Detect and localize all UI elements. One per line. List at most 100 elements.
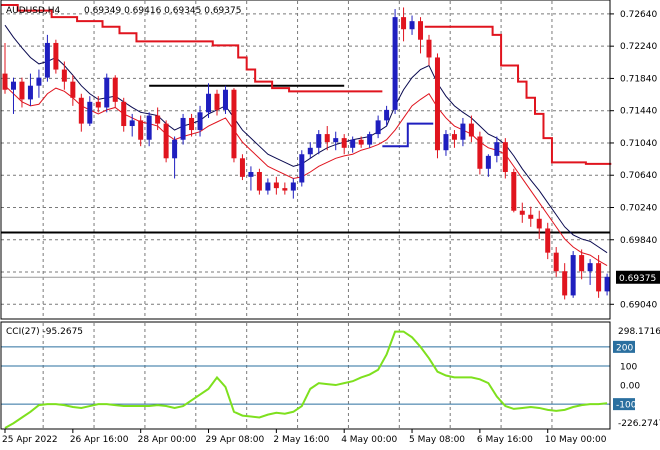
bear-candle [401, 17, 407, 30]
bull-candle [409, 21, 415, 30]
bear-candle [70, 81, 76, 98]
bull-candle [604, 276, 610, 292]
cci-tick-label: -100 [616, 401, 637, 411]
bull-candle [180, 117, 186, 140]
bull-candle [10, 81, 16, 90]
bear-candle [256, 172, 262, 191]
bear-candle [536, 218, 542, 229]
bear-candle [282, 188, 288, 191]
price-levels [1, 84, 610, 278]
bear-candle [596, 263, 602, 292]
bear-candle [434, 57, 440, 151]
time-axis: 25 Apr 2022 26 Apr 16:00 28 Apr 00:00 29 Ap… [2, 429, 607, 445]
cci-tick-label: 100 [620, 362, 637, 372]
candles[interactable] [2, 7, 610, 300]
cci-line [4, 330, 608, 429]
bull-candle [570, 255, 576, 296]
bear-candle [155, 115, 161, 124]
bear-candle [324, 134, 330, 143]
bull-candle [299, 154, 305, 183]
bear-candle [19, 81, 25, 100]
cci-tick-label: 200 [616, 343, 633, 353]
time-tick-label: 6 May 16:00 [477, 435, 533, 445]
bear-candle [341, 138, 347, 148]
bull-candle [443, 134, 449, 151]
price-pane-frame [0, 0, 611, 320]
bull-candle [104, 77, 110, 108]
bull-candle [87, 101, 93, 124]
support-stop-line [382, 122, 434, 148]
cci-pane-frame [0, 321, 611, 430]
bear-candle [562, 271, 568, 296]
time-tick-label: 28 Apr 00:00 [138, 435, 197, 445]
bear-candle [163, 123, 169, 159]
bull-candle [197, 112, 203, 131]
ohlc-readout: 0.69349 0.69416 0.69345 0.69375 [84, 6, 241, 16]
bear-candle [231, 89, 237, 159]
bear-candle [519, 210, 525, 215]
trail-stop-line [0, 4, 383, 93]
time-tick-label: 10 May 00:00 [545, 435, 607, 445]
bear-candle [477, 136, 483, 169]
bull-candle [36, 77, 42, 86]
bull-candle [384, 109, 390, 121]
cci-axis: 200 100 0.00 -100 [613, 340, 640, 411]
bear-candle [2, 73, 8, 90]
price-tick-label: 0.70240 [620, 203, 657, 213]
bull-candle [485, 155, 491, 169]
price-tick-label: 0.71440 [620, 107, 657, 117]
price-pane[interactable]: AUDUSD,H4 0.69349 0.69416 0.69345 0.6937… [0, 0, 660, 320]
bear-candle [95, 101, 101, 108]
bear-candle [426, 39, 432, 58]
bull-candle [375, 120, 381, 135]
bear-candle [502, 142, 508, 173]
price-tick-label: 0.71840 [620, 74, 657, 84]
bear-candle [358, 139, 364, 145]
cci-level-tag [613, 340, 635, 353]
cci-pane[interactable]: CCI(27) -95.2675 298.1716 -226.2747 200 1… [0, 321, 660, 430]
current-price-tag-bg [616, 270, 660, 284]
bear-candle [528, 214, 534, 219]
time-tick-label: 4 May 00:00 [341, 435, 397, 445]
bear-candle [61, 69, 67, 82]
bull-candle [367, 134, 373, 145]
cci-bottom-label: -226.2747 [618, 419, 660, 429]
bull-candle [333, 138, 339, 143]
bull-candle [350, 139, 356, 148]
bull-candle [248, 172, 254, 177]
bull-candle [27, 85, 33, 100]
bull-candle [316, 134, 322, 148]
bear-candle [451, 134, 457, 140]
bear-candle [553, 252, 559, 272]
bear-candle [214, 93, 220, 110]
symbol-info: AUDUSD,H4 [6, 6, 61, 16]
price-axis: 0.72640 0.72240 0.71840 0.71440 0.71040 0.706… [610, 10, 657, 310]
price-grid [1, 1, 610, 318]
current-price-label: 0.69375 [619, 274, 656, 284]
time-tick-label: 5 May 08:00 [409, 435, 465, 445]
bear-candle [189, 117, 195, 131]
bear-candle [273, 182, 279, 189]
bull-candle [587, 263, 593, 272]
price-tick-label: 0.69840 [620, 236, 657, 246]
bull-candle [307, 147, 313, 155]
time-tick-label: 25 Apr 2022 [2, 435, 58, 445]
cci-tick-label: 0.00 [620, 382, 640, 392]
current-price-tag: 0.69375 [616, 270, 660, 284]
bear-candle [545, 228, 551, 253]
bull-candle [129, 120, 135, 127]
bull-candle [172, 139, 178, 159]
bear-candle [579, 255, 585, 272]
bull-candle [392, 17, 398, 110]
bear-candle [511, 172, 517, 211]
trail-stop-line [424, 25, 612, 165]
bear-candle [121, 101, 127, 127]
bull-candle [222, 89, 228, 110]
price-tick-label: 0.72240 [620, 42, 657, 52]
bull-candle [494, 142, 500, 156]
bear-candle [78, 97, 84, 124]
bear-candle [53, 42, 59, 70]
bear-candle [239, 158, 245, 177]
